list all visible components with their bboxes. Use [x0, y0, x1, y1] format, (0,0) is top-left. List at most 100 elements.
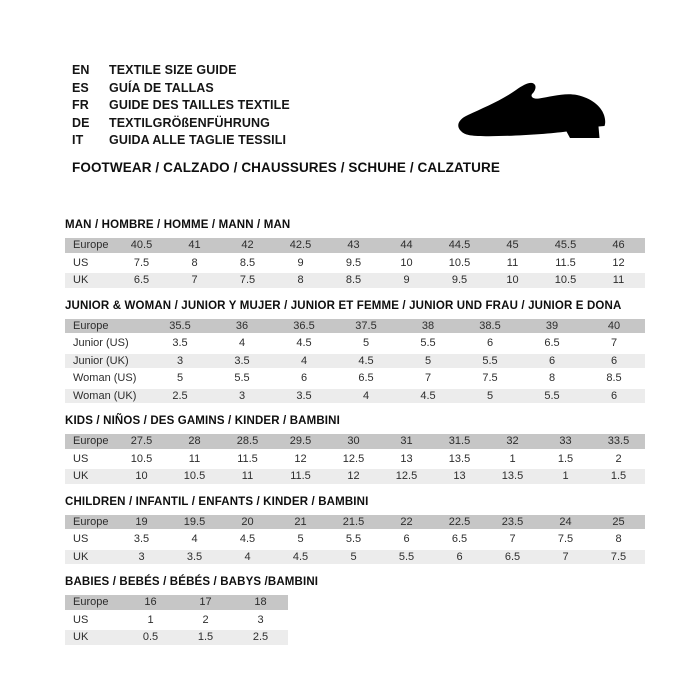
- size-cell: 3: [211, 387, 273, 406]
- size-cell: 42: [221, 238, 274, 256]
- size-cell: 1.5: [178, 628, 233, 648]
- size-cell: 12: [274, 450, 327, 469]
- size-cell: 7: [486, 530, 539, 550]
- size-table: Europe 16 17 18 US 1 2 3 UK 0.5 1.5 2.5: [65, 595, 288, 648]
- category-heading: FOOTWEAR / CALZADO / CHAUSSURES / SCHUHE…: [72, 160, 500, 175]
- size-cell: 23.5: [486, 514, 539, 532]
- table-row: US 7.5 8 8.5 9 9.5 10 10.5 11 11.5 12: [65, 254, 645, 273]
- size-cell: 6: [583, 352, 645, 371]
- size-cell: 41: [168, 238, 221, 256]
- size-cell: 1: [486, 450, 539, 469]
- size-cell: 27.5: [115, 434, 168, 452]
- row-label-cell: Junior (UK): [65, 352, 149, 371]
- size-cell: 3.5: [168, 548, 221, 567]
- size-cell: 38: [397, 318, 459, 336]
- size-cell: 5: [274, 530, 327, 550]
- size-cell: 11: [168, 450, 221, 469]
- size-cell: 30: [327, 434, 380, 452]
- size-cell: 24: [539, 514, 592, 532]
- size-cell: 4.5: [274, 548, 327, 567]
- size-cell: 8.5: [221, 254, 274, 273]
- size-cell: 13: [433, 467, 486, 487]
- size-cell: 44: [380, 238, 433, 256]
- size-tables: MAN / HOMBRE / HOMME / MANN / MAN Europe 4…: [65, 219, 647, 657]
- size-cell: 45.5: [539, 238, 592, 256]
- row-label-cell: Europe: [65, 238, 115, 256]
- size-cell: 11.5: [539, 254, 592, 273]
- size-cell: 9: [380, 271, 433, 291]
- size-cell: 40.5: [115, 238, 168, 256]
- size-cell: 9.5: [327, 254, 380, 273]
- table-row: UK 6.5 7 7.5 8 8.5 9 9.5 10 10.5 11: [65, 271, 645, 291]
- size-cell: 5.5: [459, 352, 521, 371]
- language-guide-title: TEXTILGRÖßENFÜHRUNG: [109, 115, 270, 130]
- table-row: Junior (UK) 3 3.5 4 4.5 5 5.5 6 6: [65, 352, 645, 371]
- language-guide-title: TEXTILE SIZE GUIDE: [109, 63, 237, 77]
- size-cell: 37.5: [335, 318, 397, 336]
- size-cell: 10: [115, 467, 168, 487]
- size-cell: 7: [168, 271, 221, 291]
- section-title: KIDS / NIÑOS / DES GAMINS / KINDER / BAM…: [65, 415, 340, 427]
- row-label-cell: US: [65, 530, 115, 550]
- size-cell: 36.5: [273, 318, 335, 336]
- table-row: UK 0.5 1.5 2.5: [65, 628, 288, 648]
- size-cell: 3.5: [115, 530, 168, 550]
- size-cell: 11: [221, 467, 274, 487]
- size-cell: 11.5: [274, 467, 327, 487]
- size-cell: 5.5: [380, 548, 433, 567]
- table-row: Woman (US) 5 5.5 6 6.5 7 7.5 8 8.5: [65, 369, 645, 389]
- size-cell: 21.5: [327, 514, 380, 532]
- size-cell: 6: [380, 530, 433, 550]
- size-cell: 13.5: [486, 467, 539, 487]
- size-cell: 11: [486, 254, 539, 273]
- size-table-section: MAN / HOMBRE / HOMME / MANN / MAN Europe 4…: [65, 219, 647, 291]
- table-row: US 3.5 4 4.5 5 5.5 6 6.5 7 7.5 8: [65, 530, 645, 550]
- size-cell: 22.5: [433, 514, 486, 532]
- size-cell: 28.5: [221, 434, 274, 452]
- size-cell: 10.5: [433, 254, 486, 273]
- size-cell: 10.5: [115, 450, 168, 469]
- size-cell: 29.5: [274, 434, 327, 452]
- size-cell: 28: [168, 434, 221, 452]
- size-cell: 31: [380, 434, 433, 452]
- size-cell: 4.5: [335, 352, 397, 371]
- size-cell: 3: [149, 352, 211, 371]
- size-cell: 2: [592, 450, 645, 469]
- language-code: EN: [72, 63, 90, 77]
- language-code: ES: [72, 80, 89, 95]
- size-cell: 6.5: [335, 369, 397, 389]
- row-label-cell: UK: [65, 271, 115, 291]
- size-cell: 43: [327, 238, 380, 256]
- size-cell: 5: [397, 352, 459, 371]
- size-cell: 13: [380, 450, 433, 469]
- size-cell: 33.5: [592, 434, 645, 452]
- size-cell: 40: [583, 318, 645, 336]
- size-cell: 20: [221, 514, 274, 532]
- size-cell: 5.5: [397, 334, 459, 354]
- size-cell: 5.5: [521, 387, 583, 406]
- table-row: Junior (US) 3.5 4 4.5 5 5.5 6 6.5 7: [65, 334, 645, 354]
- size-table-section: CHILDREN / INFANTIL / ENFANTS / KINDER /…: [65, 496, 647, 568]
- size-table: Europe 35.5 36 36.5 37.5 38 38.5 39 40 Junior (US…: [65, 318, 645, 407]
- section-title: CHILDREN / INFANTIL / ENFANTS / KINDER /…: [65, 495, 369, 508]
- size-cell: 4: [273, 352, 335, 371]
- size-cell: 7.5: [221, 271, 274, 291]
- size-cell: 12.5: [327, 450, 380, 469]
- size-cell: 6: [459, 334, 521, 354]
- size-cell: 12.5: [380, 467, 433, 487]
- size-cell: 21: [274, 514, 327, 532]
- size-cell: 42.5: [274, 238, 327, 256]
- table-header-row: Europe 19 19.5 20 21 21.5 22 22.5 23.5 24 25: [65, 514, 645, 532]
- size-cell: 3: [115, 548, 168, 567]
- size-cell: 36: [211, 318, 273, 336]
- size-cell: 2: [178, 611, 233, 630]
- size-cell: 13.5: [433, 450, 486, 469]
- size-cell: 10.5: [539, 271, 592, 291]
- size-cell: 2.5: [233, 628, 288, 648]
- size-cell: 10.5: [168, 467, 221, 487]
- size-cell: 8: [168, 254, 221, 273]
- row-label-cell: Europe: [65, 595, 123, 613]
- row-label-cell: Europe: [65, 514, 115, 532]
- table-header-row: Europe 27.5 28 28.5 29.5 30 31 31.5 32 33 33.5: [65, 434, 645, 452]
